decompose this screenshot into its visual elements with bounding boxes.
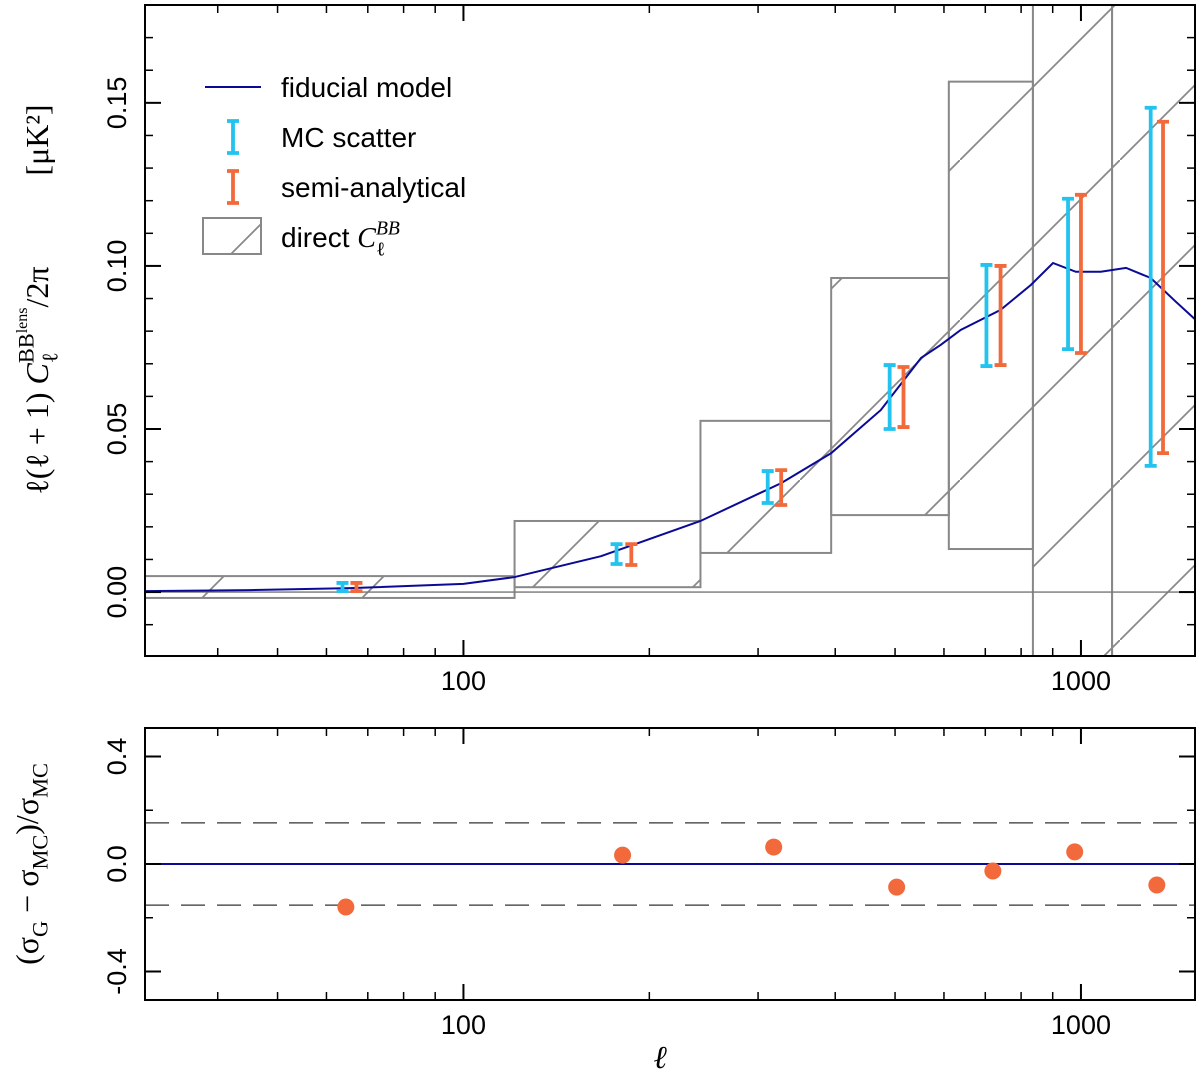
math-part: − σ bbox=[9, 870, 45, 921]
y-tick-label: 0.0 bbox=[102, 845, 132, 883]
error-bar bbox=[994, 264, 1007, 367]
x-tick-label: 100 bbox=[441, 1010, 486, 1040]
bin-box bbox=[1111, 5, 1195, 656]
error-bar bbox=[1062, 196, 1075, 351]
y-axis-unit: [μK²] bbox=[19, 104, 55, 175]
error-bar bbox=[761, 469, 774, 505]
math-part: MC bbox=[28, 763, 53, 798]
y-tick-label: 0.15 bbox=[102, 77, 132, 130]
point bbox=[888, 878, 906, 896]
bin-box bbox=[1031, 5, 1114, 656]
error-bar bbox=[897, 365, 910, 429]
y-tick-label: 0.10 bbox=[102, 240, 132, 293]
legend-box bbox=[202, 217, 262, 255]
math-part: C bbox=[19, 363, 55, 385]
legend-label: MC scatter bbox=[281, 122, 416, 153]
x-tick-label: 1000 bbox=[1051, 1010, 1111, 1040]
point bbox=[765, 838, 783, 856]
x-tick-label: 100 bbox=[441, 666, 486, 696]
math-part: )/σ bbox=[9, 798, 45, 835]
plot-area bbox=[145, 822, 1195, 916]
math-part: C bbox=[357, 223, 376, 254]
point bbox=[1066, 843, 1084, 861]
legend-label-text: direct bbox=[281, 222, 357, 253]
error-bar bbox=[625, 542, 638, 567]
math-part: /2π bbox=[19, 266, 55, 307]
error-bar bbox=[350, 581, 363, 593]
bin-box bbox=[145, 575, 516, 599]
legend-label-math: CℓBB bbox=[357, 218, 400, 260]
error-bar bbox=[336, 581, 349, 593]
legend-errorbar bbox=[227, 169, 239, 205]
legend-hatch bbox=[230, 223, 262, 255]
x-axis-label: ℓ bbox=[653, 1039, 667, 1075]
math-part: (σ bbox=[9, 937, 45, 965]
error-bar bbox=[980, 263, 993, 368]
math-part: G bbox=[28, 921, 53, 937]
legend-label: direct CℓBB bbox=[281, 218, 400, 260]
math-part: BB bbox=[376, 218, 400, 239]
y-axis-label: (σG − σMC)/σMC bbox=[9, 763, 53, 965]
model-line bbox=[145, 261, 1195, 593]
error-bar bbox=[883, 363, 896, 431]
point bbox=[614, 846, 632, 864]
math-part: lens bbox=[14, 308, 31, 334]
legend-label: fiducial model bbox=[281, 72, 452, 103]
math-part: ℓ(ℓ + 1) bbox=[19, 385, 55, 495]
y-tick-label: -0.4 bbox=[102, 948, 132, 995]
bin-box bbox=[699, 419, 833, 554]
math-part: ℓ bbox=[38, 352, 63, 363]
math-part: BB bbox=[14, 333, 39, 363]
math-part: ℓ bbox=[376, 239, 385, 260]
y-axis-label: ℓ(ℓ + 1) CℓBBlens/2π bbox=[14, 266, 63, 494]
legend-errorbar bbox=[227, 119, 239, 155]
y-tick-label: 0.00 bbox=[102, 566, 132, 619]
y-tick-label: 0.4 bbox=[102, 738, 132, 776]
math-part: MC bbox=[28, 835, 53, 870]
y-tick-label: 0.05 bbox=[102, 403, 132, 456]
point bbox=[337, 898, 355, 916]
error-bar bbox=[1157, 119, 1170, 456]
x-tick-label: 1000 bbox=[1051, 666, 1111, 696]
legend-label: semi-analytical bbox=[281, 172, 466, 203]
plot-area bbox=[145, 5, 1195, 656]
error-bar bbox=[775, 468, 788, 507]
point bbox=[1148, 876, 1166, 894]
error-bar bbox=[610, 542, 623, 566]
error-bar bbox=[1144, 105, 1157, 468]
point bbox=[984, 862, 1002, 880]
error-bar bbox=[1074, 192, 1087, 355]
